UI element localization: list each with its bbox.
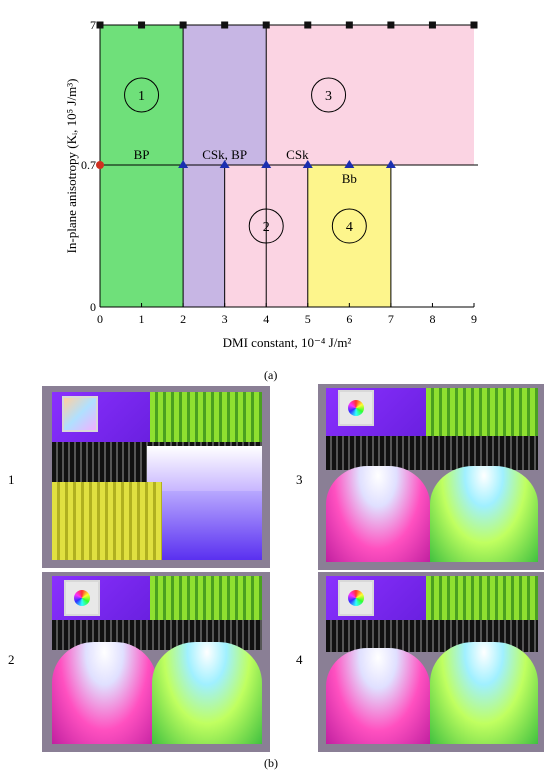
inset-2 <box>64 580 100 616</box>
region-3 <box>266 25 474 165</box>
triangle-marker-4 <box>261 160 272 168</box>
y-tick-label-0: 0 <box>90 300 96 314</box>
x-tick-label-0: 0 <box>97 312 103 326</box>
square-marker-6 <box>345 21 353 29</box>
region-circle-1 <box>124 77 160 113</box>
inset-4 <box>338 580 374 616</box>
square-marker-1 <box>138 21 146 29</box>
region-circle-2 <box>248 208 284 244</box>
x-tick-label-3: 3 <box>222 312 228 326</box>
panel-label-4: 4 <box>296 652 303 667</box>
x-tick-label-6: 6 <box>346 312 352 326</box>
square-marker-2 <box>179 21 187 29</box>
x-tick-label-1: 1 <box>139 312 145 326</box>
square-marker-4 <box>262 21 270 29</box>
inset-1 <box>62 396 98 432</box>
x-tick-label-5: 5 <box>305 312 311 326</box>
x-tick-label-4: 4 <box>263 312 269 326</box>
simulation-panel-4 <box>318 572 544 752</box>
y-axis-label: In-plane anisotropy (Kᵢ, 10⁵ J/m³) <box>64 79 79 254</box>
simulation-panel-3 <box>318 384 544 570</box>
panel-label-3: 3 <box>296 472 303 487</box>
region-1 <box>183 25 267 165</box>
panel-label-1: 1 <box>8 472 15 487</box>
region-number-4: 4 <box>346 220 353 235</box>
annotation-bb: Bb <box>342 171 357 186</box>
annotation-csk: CSk <box>286 147 309 162</box>
triangle-marker-6 <box>344 160 355 168</box>
x-tick-label-2: 2 <box>180 312 186 326</box>
y-tick-label-7: 7 <box>90 18 96 32</box>
square-marker-8 <box>428 21 436 29</box>
region-number-2: 2 <box>263 220 270 235</box>
region-5 <box>307 165 391 307</box>
panel-label-2: 2 <box>8 652 15 667</box>
region-0 <box>100 25 184 307</box>
inset-3 <box>338 390 374 426</box>
square-marker-0 <box>96 21 104 29</box>
region-number-3: 3 <box>325 89 332 104</box>
x-tick-label-8: 8 <box>429 312 435 326</box>
square-marker-7 <box>387 21 395 29</box>
phase-diagram-chart: 0 1 2 3 4 5 6 7 8 9 0 0.7 7 DMI constant, 10⁻⁴ J/m² In… <box>64 18 478 350</box>
region-2 <box>183 165 225 307</box>
region-circle-4 <box>331 208 367 244</box>
square-marker-5 <box>304 21 312 29</box>
square-marker-3 <box>221 21 229 29</box>
triangle-marker-3 <box>219 160 230 168</box>
annotation-cskbp: CSk, BP <box>202 147 247 162</box>
x-axis-label: DMI constant, 10⁻⁴ J/m² <box>223 335 352 350</box>
simulation-panel-1 <box>42 386 270 568</box>
region-number-1: 1 <box>138 89 145 104</box>
triangle-marker-2 <box>178 160 189 168</box>
x-tick-label-7: 7 <box>388 312 394 326</box>
annotation-bp: BP <box>134 147 150 162</box>
caption-b: (b) <box>264 756 278 770</box>
circle-marker-0 <box>96 161 104 169</box>
y-tick-label-0.7: 0.7 <box>81 158 96 172</box>
x-tick-label-9: 9 <box>471 312 477 326</box>
region-circle-3 <box>311 77 347 113</box>
triangle-marker-7 <box>385 160 396 168</box>
square-marker-9 <box>470 21 478 29</box>
caption-a: (a) <box>264 368 278 382</box>
triangle-marker-5 <box>302 160 313 168</box>
simulation-panel-2 <box>42 572 270 752</box>
